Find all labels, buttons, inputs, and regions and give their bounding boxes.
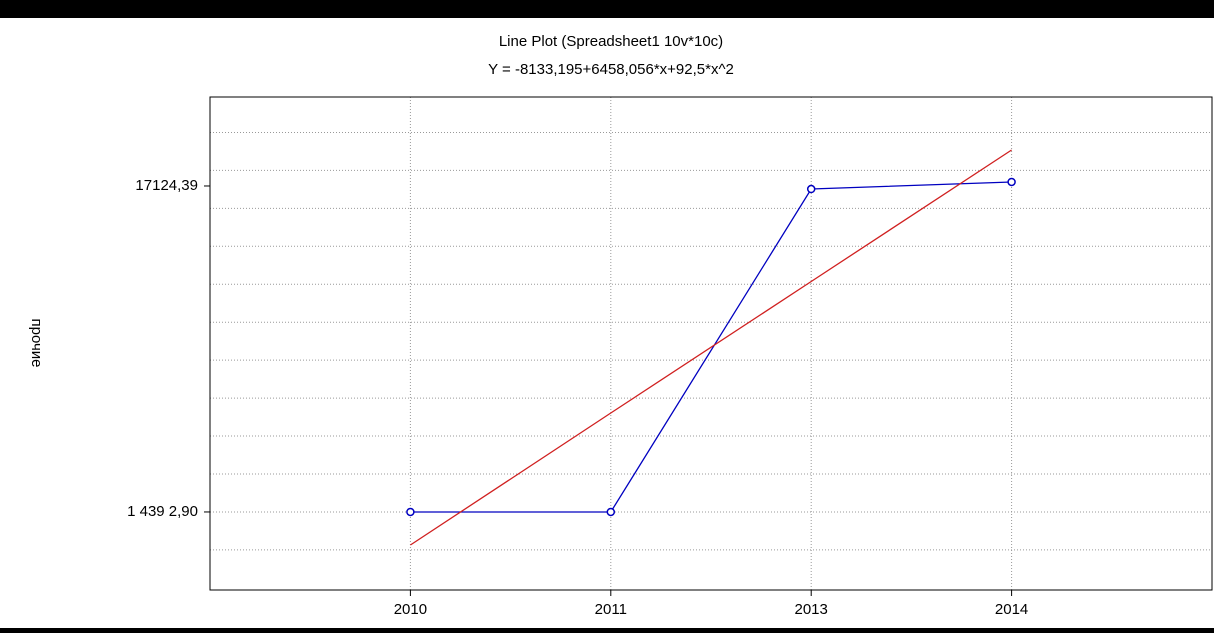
chart-subtitle: Y = -8133,195+6458,056*x+92,5*x^2 <box>488 61 734 78</box>
plot-frame <box>209 96 1213 591</box>
y-axis-label: прочие <box>28 318 45 367</box>
chart-title: Line Plot (Spreadsheet1 10v*10c) <box>499 33 723 50</box>
point-marker <box>806 184 816 194</box>
point-marker <box>406 507 415 517</box>
y-tick-label: 1 439 2,90 <box>127 503 198 520</box>
series-line <box>410 149 1012 546</box>
x-tick-label: 2013 <box>795 601 828 618</box>
y-tick-label: 17124,39 <box>135 177 198 194</box>
top-bar <box>0 0 1214 18</box>
x-tick-label: 2011 <box>595 601 627 618</box>
x-tick-label: 2014 <box>995 601 1028 618</box>
bottom-bar <box>0 628 1214 633</box>
point-marker <box>606 507 616 517</box>
point-marker <box>1007 177 1016 187</box>
series-line <box>410 181 1012 513</box>
x-tick-label: 2010 <box>394 601 427 618</box>
